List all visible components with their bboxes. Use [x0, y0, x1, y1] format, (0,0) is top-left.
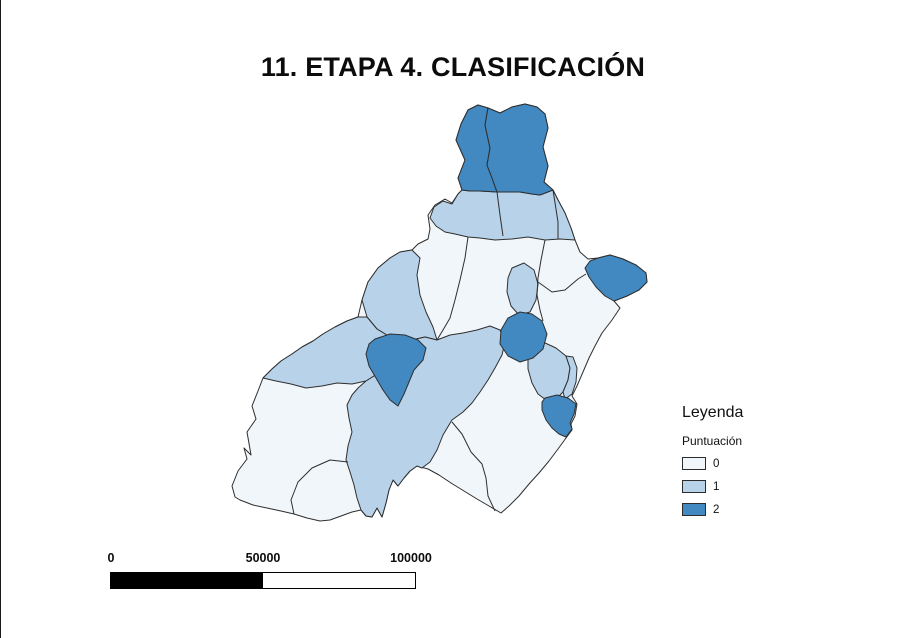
map-region-center-oval: [506, 262, 539, 316]
scalebar-bar: [110, 572, 416, 589]
legend-swatch-score-1: [682, 480, 706, 493]
legend-item: 0: [682, 457, 743, 470]
legend-label-score-0: 0: [713, 457, 720, 470]
map-internal-border-2: [436, 236, 469, 341]
scalebar-segment-empty: [263, 573, 415, 588]
legend-swatch-score-2: [682, 503, 706, 516]
map-region-center-elongated: [365, 333, 427, 407]
map-region-northeast-coast-strip: [584, 254, 648, 302]
legend-swatch-score-0: [682, 457, 706, 470]
scalebar-tick-label-50000: 50000: [245, 551, 281, 565]
legend-subtitle: Puntuación: [682, 434, 743, 448]
scalebar-tick-label-0: 0: [107, 551, 115, 565]
map-region-east-lower-strip: [562, 355, 578, 400]
legend-title: Leyenda: [682, 404, 744, 421]
legend: Leyenda Puntuación 0 1 2: [682, 404, 743, 526]
legend-label-score-1: 1: [713, 480, 720, 493]
legend-item: 2: [682, 503, 743, 516]
map-internal-border-0: [496, 191, 504, 237]
legend-label-score-2: 2: [713, 503, 720, 516]
map-internal-border-3: [536, 239, 546, 322]
legend-item: 1: [682, 480, 743, 493]
scalebar-segment-filled: [111, 573, 263, 588]
map-internal-border-5: [290, 459, 349, 515]
map-region-southeast-coast: [541, 394, 577, 438]
scalebar-tick-label-100000: 100000: [390, 551, 432, 565]
page-title: 11. ETAPA 4. CLASIFICACIÓN: [260, 52, 646, 82]
map-region-province-outline: [231, 103, 648, 522]
map-internal-border-1: [552, 189, 559, 239]
page-edge-line: [0, 0, 1, 638]
map-internal-border-6: [451, 421, 496, 512]
map-internal-border-4: [537, 273, 587, 293]
map-region-center-blob: [499, 311, 548, 363]
map-region-north-east: [484, 103, 554, 196]
